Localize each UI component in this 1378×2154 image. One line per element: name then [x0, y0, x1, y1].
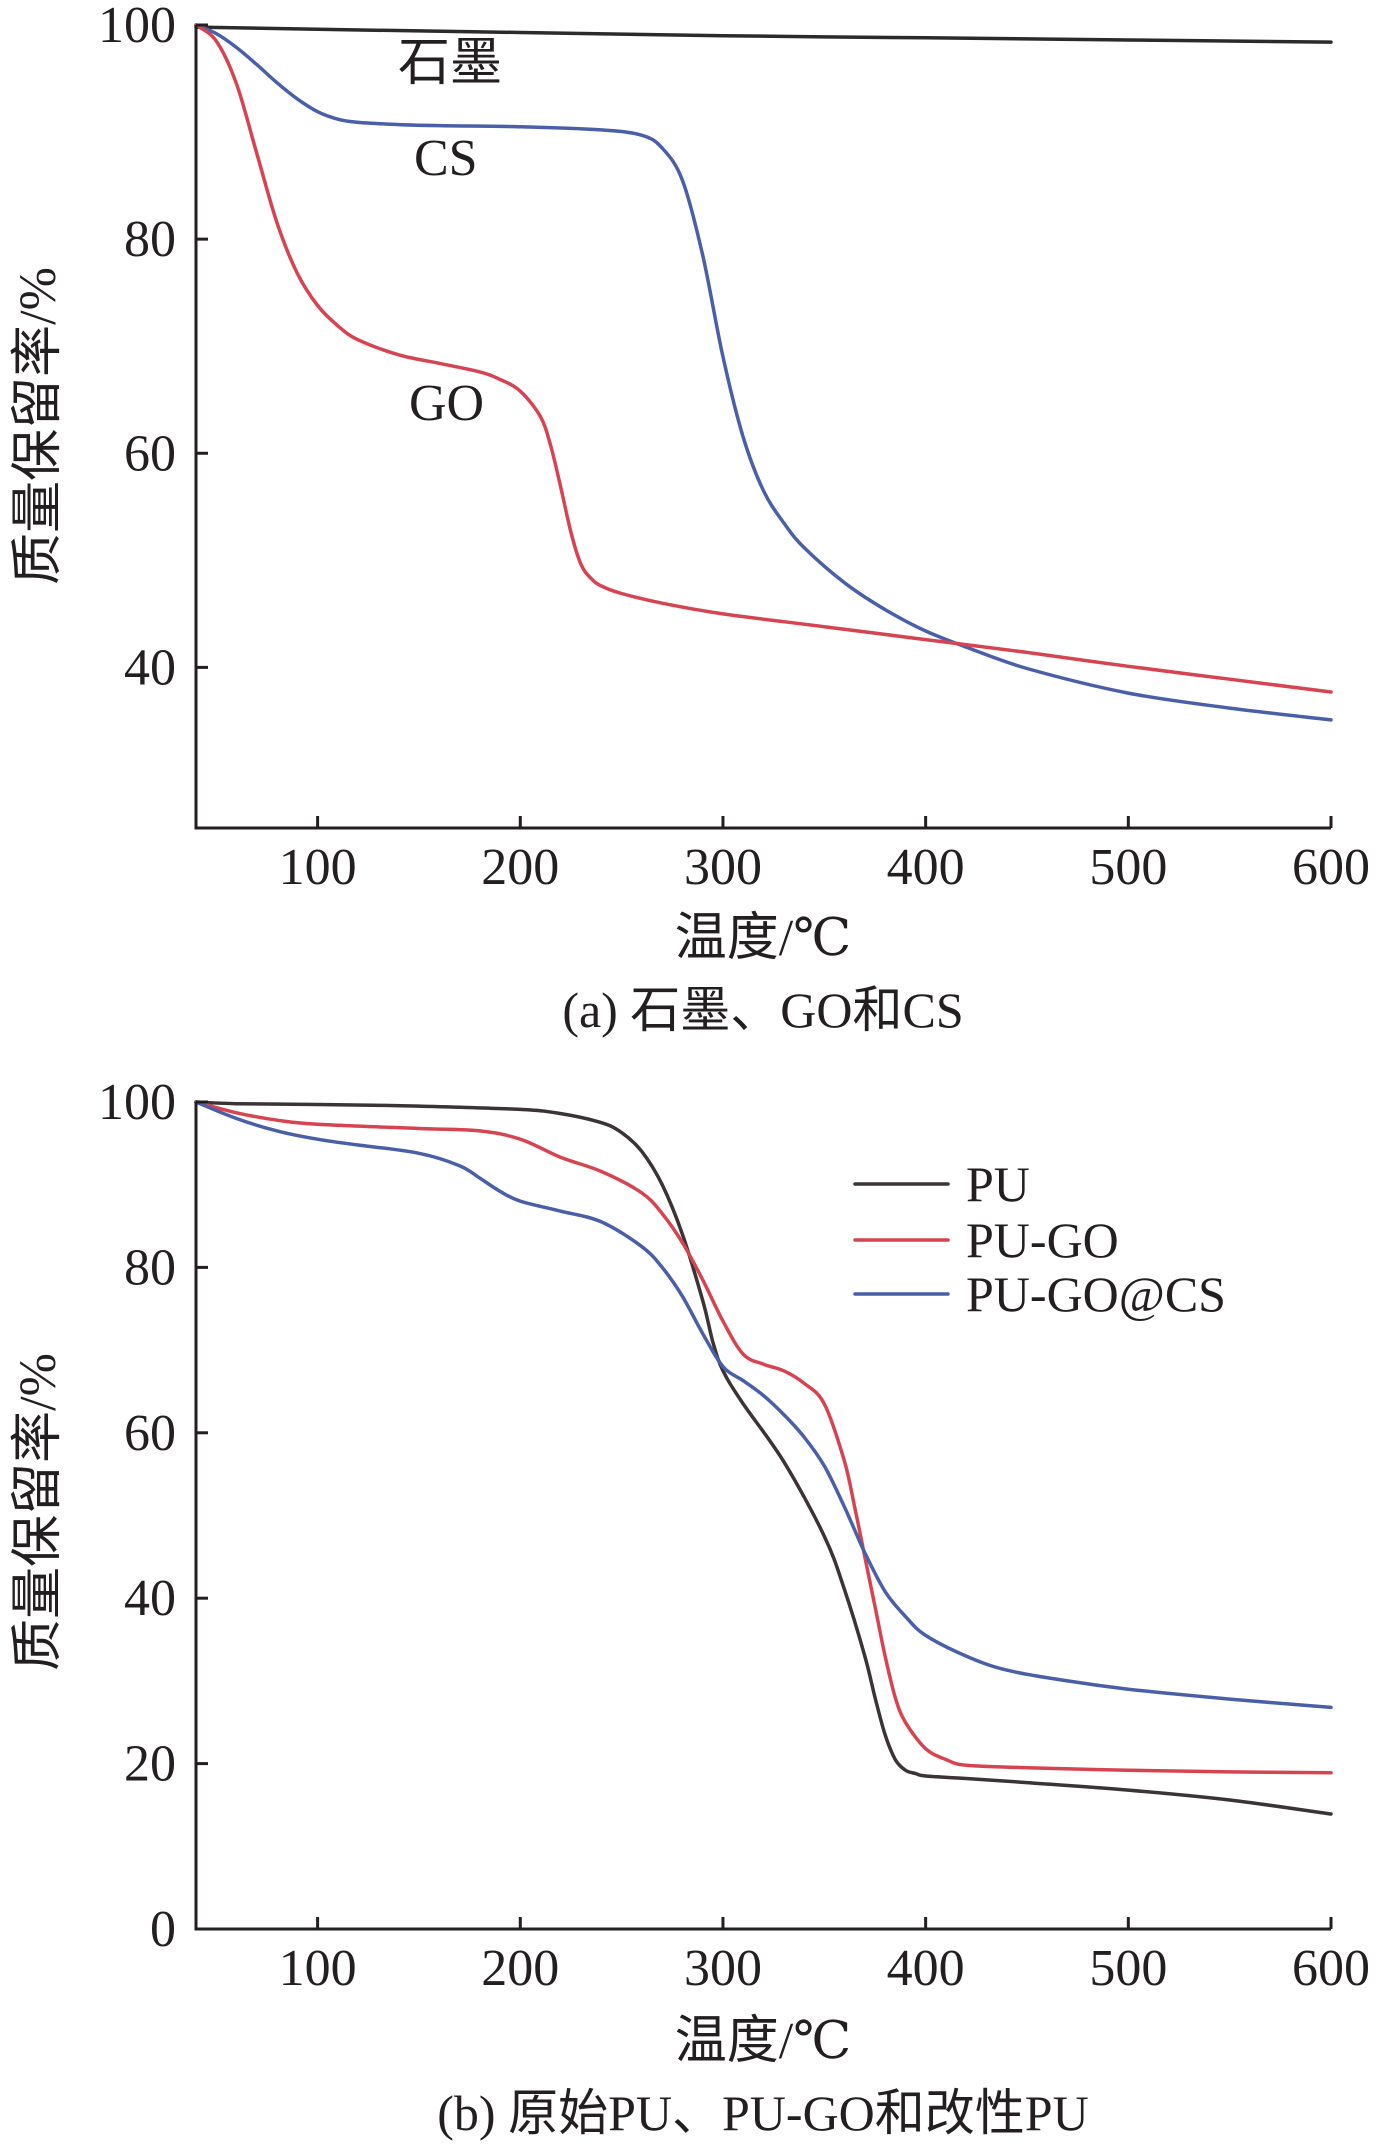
panel-b: 100 200 300 400 500 600 0 20 40 60 80 100 PU PU-GO …: [10, 1074, 1370, 2141]
panel-b-x-tick-label: 300: [684, 1940, 762, 1997]
panel-b-series-line-pu-go-cs: [194, 1100, 1333, 1710]
panel-a-series-line-go: [194, 23, 1333, 694]
panel-b-x-tick-label: 600: [1292, 1940, 1370, 1997]
panel-a-axes: [194, 25, 1331, 830]
panel-a-y-tick-label: 40: [124, 639, 176, 696]
panel-a-x-tick-label: 100: [279, 839, 357, 896]
panel-a-caption: (a) 石墨、GO和CS: [562, 982, 963, 1038]
panel-a-y-tick-label: 60: [124, 425, 176, 482]
panel-b-axes: [194, 1102, 1331, 1931]
panel-a-label-go: GO: [409, 375, 484, 432]
panel-a-x-tick-label: 300: [684, 839, 762, 896]
legend-label-pu-go-cs: PU-GO@CS: [966, 1266, 1226, 1322]
panel-a-x-tick-label: 200: [481, 839, 559, 896]
panel-b-series-line-pu-go: [194, 1100, 1333, 1775]
panel-a-x-tick-label: 600: [1292, 839, 1370, 896]
panel-b-series: [194, 1100, 1333, 1816]
panel-a-ylabel: 质量保留率/%: [10, 267, 67, 585]
panel-b-y-tick-label: 80: [124, 1239, 176, 1296]
panel-a-xlabel: 温度/℃: [675, 910, 852, 967]
panel-b-xlabel: 温度/℃: [675, 2013, 852, 2070]
panel-a-label-graphite: 石墨: [398, 35, 502, 92]
panel-b-x-tick-label: 200: [481, 1940, 559, 1997]
panel-b-series-line-pu: [194, 1100, 1333, 1816]
panel-a-series: [194, 23, 1333, 722]
panel-b-ticks: 100 200 300 400 500 600 0 20 40 60 80 100: [98, 1074, 1370, 1997]
panel-b-ylabel: 质量保留率/%: [10, 1353, 67, 1671]
legend-label-pu-go: PU-GO: [966, 1212, 1119, 1268]
legend-label-pu: PU: [966, 1156, 1030, 1212]
panel-b-y-tick-label: 0: [150, 1901, 176, 1958]
panel-b-y-tick-label: 40: [124, 1570, 176, 1627]
panel-b-caption: (b) 原始PU、PU-GO和改性PU: [437, 2085, 1088, 2141]
panel-b-x-tick-label: 100: [279, 1940, 357, 1997]
panel-a-x-tick-label: 400: [887, 839, 965, 896]
panel-b-y-tick-label: 60: [124, 1405, 176, 1462]
panel-a-series-line-cs: [194, 23, 1333, 722]
panel-a-y-tick-label: 80: [124, 211, 176, 268]
panel-b-x-tick-label: 500: [1089, 1940, 1167, 1997]
panel-a: 100 200 300 400 500 600 40 60 80 100 石墨 CS GO 温度/…: [10, 0, 1370, 1038]
panel-b-y-tick-label: 20: [124, 1736, 176, 1793]
panel-b-y-tick-label: 100: [98, 1074, 176, 1131]
panel-a-series-line-graphite: [194, 25, 1333, 44]
panel-a-x-tick-label: 500: [1089, 839, 1167, 896]
panel-a-ticks: 100 200 300 400 500 600 40 60 80 100: [98, 0, 1370, 896]
panel-b-x-tick-label: 400: [887, 1940, 965, 1997]
panel-a-y-tick-label: 100: [98, 0, 176, 54]
panel-a-label-cs: CS: [414, 130, 478, 187]
legend: PU PU-GO PU-GO@CS: [853, 1156, 1226, 1322]
